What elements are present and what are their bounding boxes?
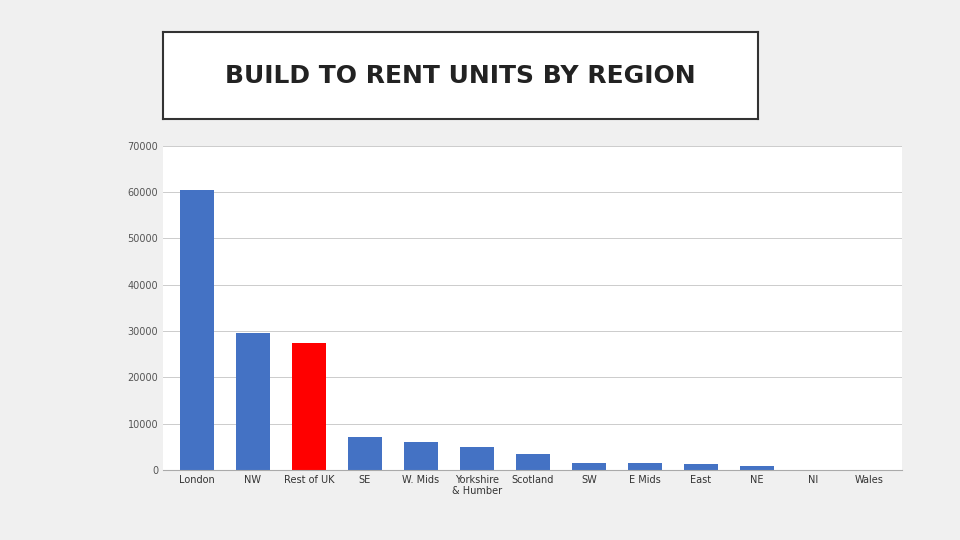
Bar: [348, 437, 382, 470]
Bar: [404, 442, 438, 470]
Bar: [180, 190, 213, 470]
Bar: [572, 463, 606, 470]
Bar: [684, 464, 718, 470]
Bar: [516, 454, 549, 470]
Text: BUILD TO RENT UNITS BY REGION: BUILD TO RENT UNITS BY REGION: [226, 64, 696, 87]
Bar: [292, 342, 325, 470]
Bar: [236, 333, 270, 470]
Bar: [628, 463, 661, 470]
Bar: [460, 447, 493, 470]
Bar: [740, 465, 774, 470]
